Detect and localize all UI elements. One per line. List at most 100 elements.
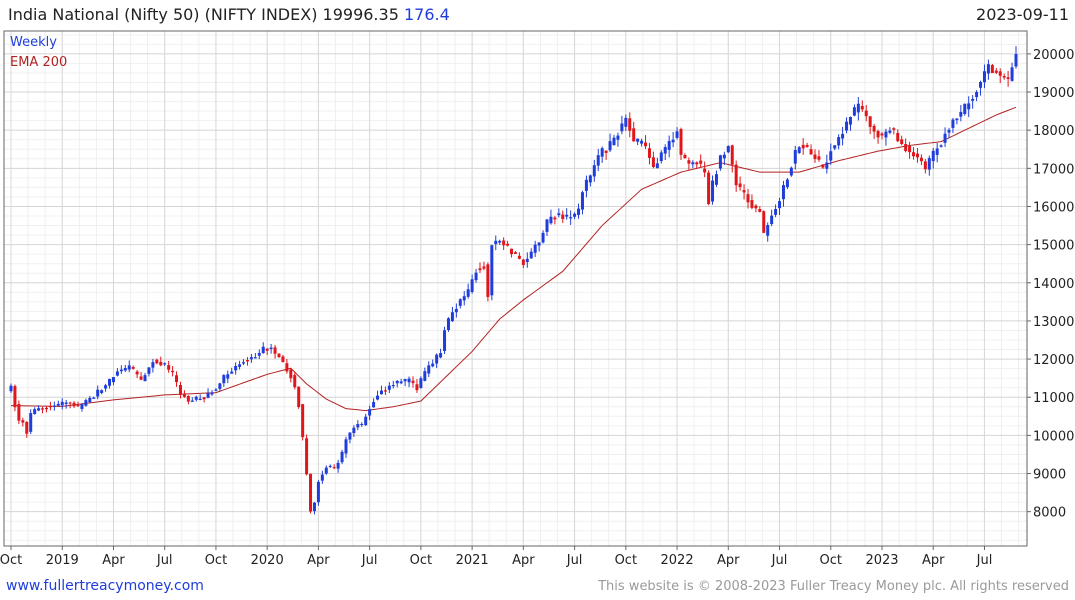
chart-legend: Weekly EMA 200 (10, 35, 67, 70)
candle-body (245, 360, 249, 362)
candle-body (683, 155, 687, 159)
candle-body (123, 367, 127, 371)
candle-body (620, 123, 624, 132)
candle-body (234, 365, 238, 371)
candle-body (608, 141, 612, 151)
candle-body (959, 112, 963, 117)
candle-body (900, 139, 904, 145)
candle-body (577, 208, 581, 215)
candle-body (277, 353, 281, 358)
candle-body (395, 380, 399, 384)
x-tick-label: 2023 (865, 553, 898, 568)
candle-body (986, 64, 990, 74)
candle-body (376, 395, 380, 400)
candle-body (419, 378, 423, 389)
candle-body (100, 390, 104, 393)
candle-body (163, 363, 167, 365)
candle-body (159, 361, 163, 366)
candle-body (76, 405, 80, 407)
candle-body (545, 219, 549, 232)
y-tick-label: 17000 (1033, 162, 1074, 177)
y-tick-label: 19000 (1033, 86, 1074, 101)
candle-body (96, 389, 100, 397)
candle-body (817, 156, 821, 160)
candle-body (383, 390, 387, 392)
candle-body (667, 141, 671, 150)
candle-body (37, 408, 41, 411)
candle-body (64, 402, 68, 404)
ema-200-line (10, 106, 1017, 412)
candle-body (746, 194, 750, 203)
y-tick-label: 20000 (1033, 48, 1074, 63)
candle-body (876, 131, 880, 138)
candle-body (182, 394, 186, 397)
candle-body (644, 142, 648, 147)
candle-body (584, 179, 588, 191)
x-tick-label: Apr (717, 553, 740, 568)
candle-body (525, 258, 529, 263)
candle-body (368, 409, 372, 416)
site-link[interactable]: www.fullertreacymoney.com (6, 578, 204, 594)
candle-body (249, 357, 253, 360)
candle-body (651, 157, 655, 168)
x-tick-label: Apr (512, 553, 535, 568)
candle-body (557, 213, 561, 216)
candle-body (659, 152, 663, 162)
candle-body (387, 385, 391, 390)
candle-body (364, 416, 368, 426)
candle-body (533, 244, 537, 253)
candle-body (979, 82, 983, 88)
candle-body (297, 386, 301, 408)
candle-body (356, 424, 360, 428)
candle-body (218, 383, 222, 389)
candle-body (470, 279, 474, 292)
candle-body (269, 347, 273, 350)
candle-body (1010, 67, 1014, 81)
candle-body (285, 363, 289, 372)
candle-body (289, 369, 293, 379)
candle-body (261, 346, 265, 354)
candle-body (466, 289, 470, 297)
candle-body (450, 312, 454, 322)
candle-body (242, 362, 246, 364)
candle-body (127, 365, 131, 370)
candle-body (458, 299, 462, 306)
candle-body (793, 150, 797, 164)
candle-body (281, 356, 285, 363)
candle-body (151, 362, 155, 368)
candle-body (647, 148, 651, 158)
candle-body (478, 268, 482, 271)
candle-body (238, 364, 242, 367)
candle-body (305, 438, 309, 475)
candle-body (580, 192, 584, 210)
candle-body (628, 118, 632, 131)
candle-body (336, 462, 340, 469)
candle-body (711, 180, 715, 202)
y-tick-label: 15000 (1033, 239, 1074, 254)
candle-body (738, 183, 742, 188)
candle-body (805, 144, 809, 147)
candle-body (714, 174, 718, 185)
candle-body (13, 386, 17, 408)
candle-body (778, 201, 782, 209)
candle-body (707, 172, 711, 205)
candle-body (766, 225, 770, 236)
candle-body (967, 103, 971, 110)
candle-body (908, 146, 912, 153)
candle-body (17, 404, 21, 421)
x-tick-label: Oct (820, 553, 842, 568)
candle-body (754, 205, 758, 209)
candle-body (640, 140, 644, 144)
candle-body (44, 407, 48, 410)
candle-body (770, 215, 774, 225)
candle-body (837, 137, 841, 146)
candle-body (340, 451, 344, 463)
candle-body (352, 427, 356, 434)
chart-date: 2023-09-11 (976, 5, 1069, 24)
candle-body (399, 381, 403, 384)
candle-body (25, 421, 29, 434)
candle-body (309, 473, 313, 512)
candle-body (990, 65, 994, 74)
candle-body (679, 129, 683, 155)
candle-body (553, 217, 557, 220)
